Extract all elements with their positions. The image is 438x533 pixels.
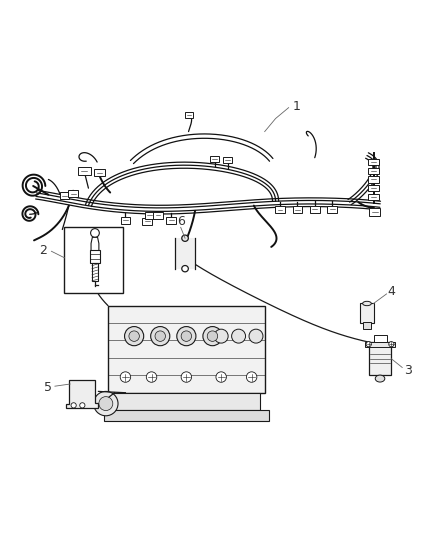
Bar — [145, 212, 154, 219]
Bar — [78, 167, 91, 175]
Text: 5: 5 — [43, 381, 52, 393]
Polygon shape — [182, 265, 188, 272]
Circle shape — [214, 329, 228, 343]
Bar — [365, 342, 395, 347]
Bar — [64, 228, 123, 293]
Bar — [153, 212, 163, 219]
Bar — [210, 156, 219, 161]
Circle shape — [203, 327, 222, 346]
Circle shape — [80, 403, 85, 408]
Bar — [185, 112, 193, 118]
Bar — [223, 157, 233, 163]
Circle shape — [129, 331, 139, 341]
Bar — [360, 303, 374, 323]
Circle shape — [249, 329, 263, 343]
Text: 1: 1 — [293, 100, 300, 113]
Circle shape — [181, 331, 191, 341]
Polygon shape — [91, 237, 99, 254]
Circle shape — [94, 391, 118, 416]
Text: 4: 4 — [387, 285, 395, 298]
Bar — [368, 194, 379, 200]
Polygon shape — [104, 410, 269, 421]
Polygon shape — [182, 235, 188, 241]
Polygon shape — [66, 379, 99, 408]
Polygon shape — [108, 305, 265, 393]
Bar — [68, 190, 78, 197]
Circle shape — [71, 403, 76, 408]
Bar — [368, 168, 379, 174]
Bar — [94, 169, 105, 176]
Circle shape — [124, 327, 144, 346]
Bar — [368, 159, 379, 165]
Bar — [368, 185, 379, 191]
Circle shape — [151, 327, 170, 346]
Bar — [363, 322, 371, 329]
Circle shape — [207, 331, 218, 341]
Circle shape — [99, 397, 113, 410]
Circle shape — [181, 372, 191, 382]
Bar — [142, 218, 152, 225]
Circle shape — [120, 372, 131, 382]
Polygon shape — [113, 393, 260, 410]
Circle shape — [247, 372, 257, 382]
Circle shape — [177, 327, 196, 346]
Bar — [275, 206, 285, 213]
Bar — [374, 335, 387, 342]
Circle shape — [146, 372, 157, 382]
Bar — [92, 263, 98, 281]
Text: 6: 6 — [177, 215, 185, 228]
Bar — [120, 217, 130, 224]
Bar — [327, 206, 337, 213]
Ellipse shape — [363, 301, 371, 305]
Bar — [368, 176, 379, 182]
Ellipse shape — [375, 375, 385, 382]
Bar — [369, 342, 391, 375]
Bar — [176, 238, 194, 269]
Bar — [60, 192, 69, 199]
Bar — [90, 251, 100, 263]
Circle shape — [216, 372, 226, 382]
Circle shape — [232, 329, 246, 343]
Bar — [166, 217, 176, 224]
Bar — [310, 206, 320, 213]
Circle shape — [155, 331, 166, 341]
Circle shape — [366, 342, 371, 347]
Circle shape — [91, 229, 99, 237]
Bar — [369, 208, 381, 216]
Text: 2: 2 — [39, 244, 47, 257]
Bar — [293, 206, 302, 213]
Text: 3: 3 — [404, 364, 412, 377]
Circle shape — [389, 342, 394, 347]
